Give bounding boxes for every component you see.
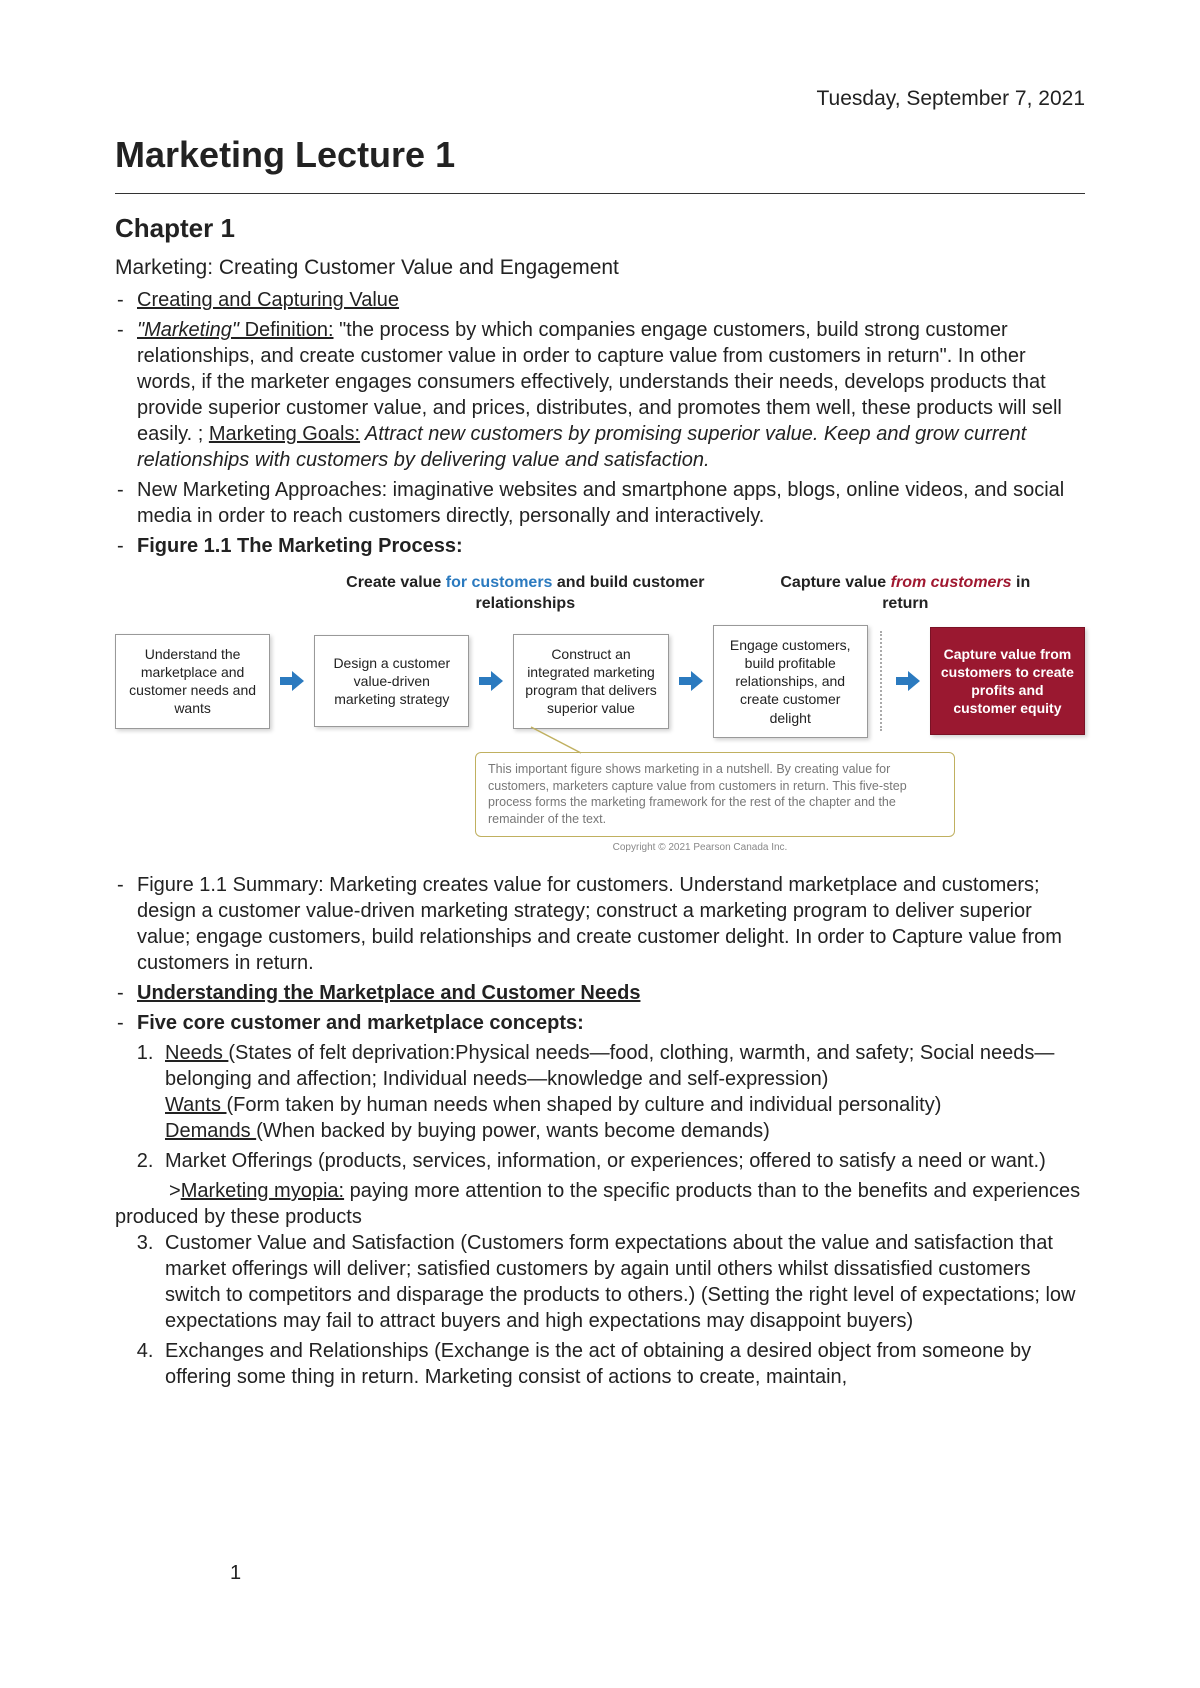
figure-box-1: Understand the marketplace and customer …	[115, 634, 270, 729]
bullet-figure-title: Figure 1.1 The Marketing Process:	[115, 533, 1085, 559]
arrow-icon	[278, 667, 306, 695]
arrow-icon	[894, 667, 922, 695]
bullet-new-approaches: New Marketing Approaches: imaginative we…	[115, 477, 1085, 529]
intro-bullet-list: Creating and Capturing Value "Marketing"…	[115, 287, 1085, 559]
figure-header-left: Create value for customers and build cus…	[295, 573, 756, 615]
bullet-marketing-definition: "Marketing" Definition: "the process by …	[115, 317, 1085, 473]
numbered-concepts: Needs (States of felt deprivation:Physic…	[115, 1040, 1085, 1174]
chapter-title: Chapter 1	[115, 212, 1085, 246]
figure-copyright: Copyright © 2021 Pearson Canada Inc.	[315, 841, 1085, 854]
date: Tuesday, September 7, 2021	[115, 85, 1085, 112]
bullet-figure-summary: Figure 1.1 Summary: Marketing creates va…	[115, 872, 1085, 976]
concept-2-offerings: Market Offerings (products, services, in…	[159, 1148, 1085, 1174]
concept-3-value-satisfaction: Customer Value and Satisfaction (Custome…	[159, 1230, 1085, 1334]
marketing-myopia-note: >Marketing myopia: paying more attention…	[115, 1178, 1085, 1230]
bullet-five-core-concepts: Five core customer and marketplace conce…	[115, 1010, 1085, 1036]
concept-4-exchanges: Exchanges and Relationships (Exchange is…	[159, 1338, 1085, 1390]
arrow-icon	[477, 667, 505, 695]
numbered-concepts-continued: Customer Value and Satisfaction (Custome…	[115, 1230, 1085, 1390]
figure-header-right: Capture value from customers in return	[756, 573, 1055, 615]
concept-1-needs: Needs (States of felt deprivation:Physic…	[159, 1040, 1085, 1144]
figure-box-4: Engage customers, build profitable relat…	[713, 625, 868, 738]
figure-divider	[880, 631, 882, 731]
figure-1-1: Create value for customers and build cus…	[115, 573, 1085, 854]
post-figure-bullets: Figure 1.1 Summary: Marketing creates va…	[115, 872, 1085, 1036]
arrow-icon	[677, 667, 705, 695]
bullet-creating-capturing: Creating and Capturing Value	[115, 287, 1085, 313]
page-number: 1	[230, 1560, 241, 1586]
bullet-understanding-marketplace: Understanding the Marketplace and Custom…	[115, 980, 1085, 1006]
figure-box-2: Design a customer value-driven marketing…	[314, 635, 469, 727]
divider	[115, 193, 1085, 194]
figure-box-3: Construct an integrated marketing progra…	[513, 634, 668, 729]
figure-callout: This important figure shows marketing in…	[475, 752, 955, 838]
chapter-subtitle: Marketing: Creating Customer Value and E…	[115, 254, 1085, 281]
main-title: Marketing Lecture 1	[115, 132, 1085, 179]
figure-box-5: Capture value from customers to create p…	[930, 627, 1085, 735]
